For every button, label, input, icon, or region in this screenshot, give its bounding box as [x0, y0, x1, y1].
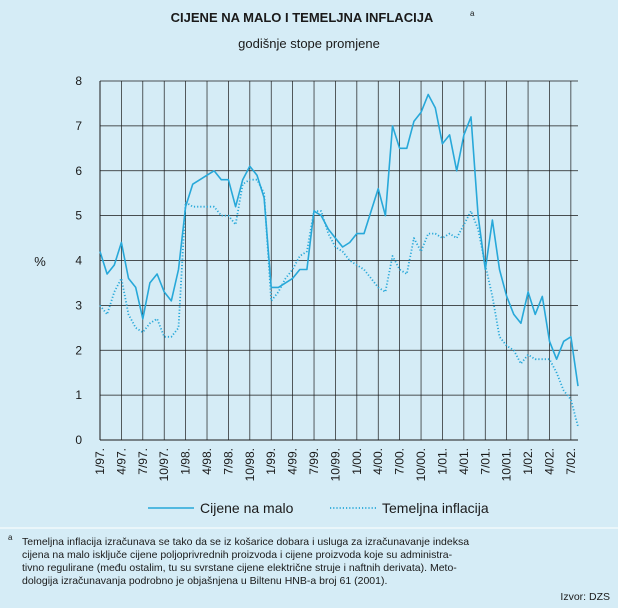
x-tick-label: 1/00. [350, 448, 364, 475]
series-line [99, 93, 579, 387]
series-line [99, 178, 579, 427]
title-superscript: a [470, 9, 475, 18]
source: Izvor: DZS [560, 591, 610, 603]
y-tick-label: 5 [75, 209, 82, 223]
y-tick-label: 8 [75, 74, 82, 88]
y-tick-label: 0 [75, 433, 82, 447]
x-tick-label: 4/99. [286, 448, 300, 475]
x-tick-label: 10/01. [500, 448, 514, 481]
x-tick-label: 7/98. [221, 448, 235, 475]
chart-subtitle: godišnje stope promjene [238, 36, 380, 51]
x-tick-label: 10/99. [328, 448, 342, 481]
x-tick-label: 1/02. [521, 448, 535, 475]
y-tick-label: 7 [75, 119, 82, 133]
x-tick-label: 7/01. [478, 448, 492, 475]
y-tick-label: 4 [75, 254, 82, 268]
x-tick-label: 1/98. [179, 448, 193, 475]
footnote-marker: a [8, 533, 13, 542]
x-tick-label: 7/99. [307, 448, 321, 475]
footnote-line: dologija izračunavanja podrobno je objaš… [22, 575, 387, 587]
legend-label: Cijene na malo [200, 500, 294, 516]
x-tick-label: 1/99. [264, 448, 278, 475]
y-tick-label: 3 [75, 298, 82, 312]
x-tick-label: 7/00. [393, 448, 407, 475]
x-tick-label: 7/02. [564, 448, 578, 475]
x-tick-label: 10/98. [243, 448, 257, 481]
x-tick-label: 4/97. [114, 448, 128, 475]
y-tick-label: 2 [75, 343, 82, 357]
y-tick-label: 1 [75, 388, 82, 402]
x-tick-label: 4/00. [371, 448, 385, 475]
footnote-line: Temeljna inflacija izračunava se tako da… [22, 536, 469, 548]
y-tick-label: 6 [75, 164, 82, 178]
x-tick-label: 1/01. [435, 448, 449, 475]
footnote-line: cijena na malo isključe cijene poljopriv… [22, 549, 453, 561]
chart-title: CIJENE NA MALO I TEMELJNA INFLACIJA [171, 10, 434, 25]
x-tick-label: 1/97. [93, 448, 107, 475]
x-tick-label: 10/00. [414, 448, 428, 481]
footnote-line: tivno regulirane (među ostalim, tu su sv… [22, 562, 457, 574]
x-tick-label: 4/98. [200, 448, 214, 475]
x-tick-label: 4/01. [457, 448, 471, 475]
x-tick-label: 7/97. [136, 448, 150, 475]
y-axis-label: % [34, 254, 46, 269]
legend-label: Temeljna inflacija [382, 500, 489, 516]
x-tick-label: 10/97. [157, 448, 171, 481]
x-tick-label: 4/02. [542, 448, 556, 475]
